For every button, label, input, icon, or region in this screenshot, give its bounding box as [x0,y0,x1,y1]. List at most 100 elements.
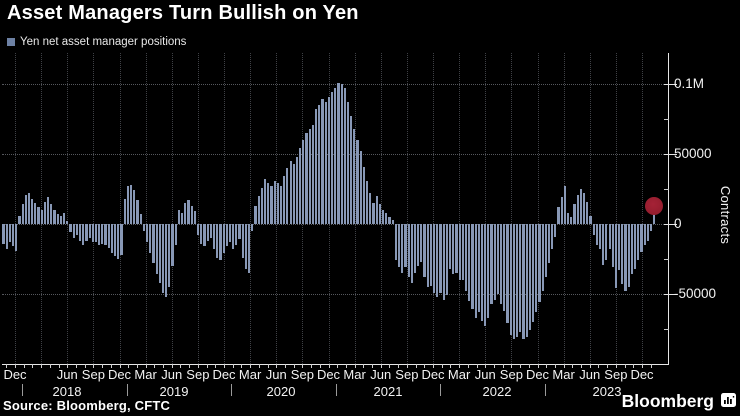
x-axis-year-label: 2018 [52,384,82,399]
bar [445,224,448,296]
x-axis-month-tick [406,364,408,368]
bar [75,224,78,236]
x-axis-month-tick [267,364,269,368]
gridline-vertical [15,53,16,364]
gridline-vertical [171,53,173,364]
x-axis-month-tick [520,364,522,368]
bar [327,96,330,224]
x-axis-month-label: Sep [290,367,314,382]
x-axis-month-tick [589,364,591,368]
bar [104,224,107,245]
bar [618,224,621,271]
bar [557,207,560,224]
bar [168,224,171,287]
x-axis-month-tick [6,364,8,368]
legend-swatch [7,38,15,46]
x-axis-month-tick [102,364,104,368]
bar [27,193,31,224]
x-axis-month-tick [163,364,165,368]
bar [273,180,276,224]
bar [630,224,634,275]
x-axis-month-tick [345,364,347,368]
x-axis-month-tick [546,364,548,368]
x-axis-year-label: 2020 [266,384,296,399]
x-axis-month-label: Sep [81,367,105,382]
x-axis-month-tick [467,364,469,368]
x-axis-month-tick [197,364,199,368]
bar [8,224,11,243]
bar [299,148,302,224]
bar [586,201,589,224]
bar [235,224,238,245]
x-axis-month-tick [650,364,652,368]
gridline-horizontal [2,294,668,295]
y-axis-label: 50000 [674,146,712,161]
bar [318,105,321,224]
bar [337,82,340,224]
bar [171,224,174,266]
bar [480,224,484,321]
bar [433,224,436,293]
bar [193,211,196,224]
bar [471,224,474,310]
bar [225,224,228,247]
x-axis-month-label: Mar [134,367,157,382]
bar [260,187,263,224]
x-axis-month-label: Sep [186,367,210,382]
bar [120,224,123,255]
bar [484,224,487,327]
x-axis-month-tick [615,364,617,368]
x-axis-month-tick [424,364,426,368]
x-axis-month-tick [415,364,417,368]
bar [219,224,222,261]
x-axis-month-tick [232,364,234,368]
bar [155,224,158,275]
y-axis-major-tick [664,224,677,225]
bloomberg-wordmark: Bloomberg [621,391,714,411]
bar [611,224,614,268]
bar [263,179,267,224]
bar [637,224,640,261]
gridline-vertical [41,53,43,364]
bar [149,224,152,254]
bar [369,193,372,224]
bar [621,224,624,285]
bloomberg-terminal-icon [721,393,736,407]
x-axis-month-tick [337,364,339,368]
bar [47,197,50,224]
x-axis-month-tick [49,364,51,368]
x-axis-month-tick [119,364,121,368]
bar [161,224,165,293]
x-axis-month-tick [110,364,112,368]
x-axis-month-label: Jun [56,367,78,382]
x-axis-year-divider [126,384,128,396]
bar [614,224,618,289]
bar [244,224,248,269]
bar [442,224,445,300]
bar [212,224,216,250]
x-axis-month-label: Sep [604,367,628,382]
gridline-vertical [485,53,487,364]
bar [372,203,375,224]
x-axis-month-tick [354,364,356,368]
x-axis-month-tick [84,364,86,368]
x-axis-month-tick [171,364,173,368]
bar [315,109,318,224]
x-axis-month-tick [511,364,513,368]
x-axis-month-tick [554,364,556,368]
plot-area [2,53,669,365]
gridline-vertical [145,53,147,364]
gridline-vertical [589,53,591,364]
bar [98,224,101,245]
x-axis-month-label: Mar [238,367,262,382]
x-axis-month-label: Mar [552,367,575,382]
x-axis-month-tick [258,364,260,368]
bar [362,166,366,224]
bar [5,224,8,250]
y-axis-minor-tick [664,259,669,260]
gridline-horizontal [2,84,668,85]
bar [461,224,464,280]
bar [123,198,126,224]
bar [528,224,531,331]
